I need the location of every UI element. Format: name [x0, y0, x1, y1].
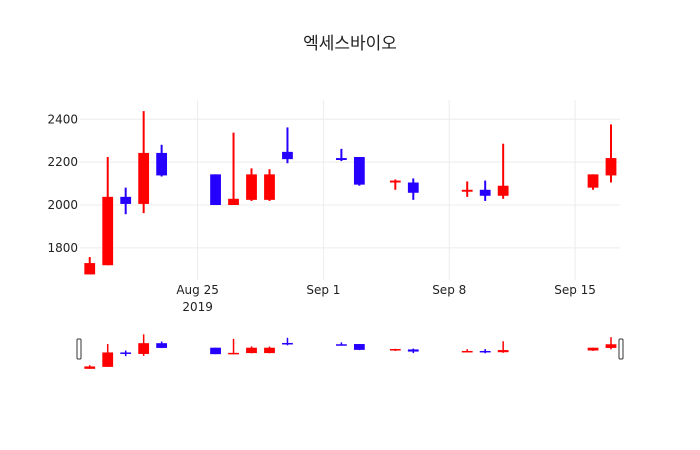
candle[interactable] — [335, 148, 347, 162]
candle[interactable] — [389, 348, 401, 351]
candle[interactable] — [353, 157, 365, 186]
candle[interactable] — [210, 174, 221, 205]
candle[interactable] — [479, 180, 491, 201]
candle[interactable] — [84, 257, 96, 275]
candle[interactable] — [156, 341, 168, 349]
x-tick-label: Aug 25 — [176, 283, 219, 297]
candle[interactable] — [264, 346, 275, 354]
x-axis: Aug 25 2019 Sep 1 Sep 8 Sep 15 — [176, 283, 596, 314]
x-tick-label: Sep 15 — [554, 283, 596, 297]
candle[interactable] — [228, 132, 239, 205]
candle[interactable] — [246, 346, 257, 354]
candle[interactable] — [353, 344, 365, 351]
candle[interactable] — [587, 347, 599, 351]
candle[interactable] — [282, 337, 293, 346]
candle[interactable] — [335, 342, 347, 346]
candle[interactable] — [210, 347, 221, 355]
candle[interactable] — [282, 127, 293, 164]
candle[interactable] — [587, 174, 599, 190]
y-axis: 1800 2000 2200 2400 — [47, 112, 78, 255]
x-tick-year-label: 2019 — [182, 300, 213, 314]
range-slider-left-handle[interactable] — [76, 338, 82, 360]
candle[interactable] — [102, 344, 114, 367]
range-slider[interactable] — [76, 334, 624, 369]
x-tick-label: Sep 1 — [306, 283, 340, 297]
candle[interactable] — [102, 157, 114, 266]
x-tick-label: Sep 8 — [432, 283, 466, 297]
candle[interactable] — [264, 169, 275, 201]
candle[interactable] — [461, 181, 473, 197]
chart-title: 엑세스바이오 — [303, 34, 397, 54]
candle[interactable] — [407, 178, 419, 200]
y-tick-label: 2200 — [47, 155, 78, 169]
y-tick-label: 1800 — [47, 241, 78, 255]
range-slider-right-handle[interactable] — [618, 338, 624, 360]
candle[interactable] — [120, 187, 132, 215]
candle[interactable] — [605, 124, 617, 183]
candle[interactable] — [407, 348, 419, 354]
plot-area[interactable] — [84, 111, 617, 275]
y-tick-label: 2400 — [47, 112, 78, 126]
candle[interactable] — [138, 334, 150, 356]
candle[interactable] — [479, 349, 491, 354]
y-tick-label: 2000 — [47, 198, 78, 212]
candle[interactable] — [120, 350, 132, 357]
candle[interactable] — [461, 349, 473, 353]
candle[interactable] — [84, 365, 96, 369]
candle[interactable] — [138, 111, 150, 214]
candle[interactable] — [605, 337, 617, 350]
candle[interactable] — [156, 144, 168, 177]
candle[interactable] — [389, 179, 401, 190]
gridlines — [80, 100, 620, 280]
candle[interactable] — [246, 168, 257, 201]
candle[interactable] — [497, 143, 509, 199]
candle[interactable] — [228, 338, 239, 355]
candle[interactable] — [497, 341, 509, 353]
